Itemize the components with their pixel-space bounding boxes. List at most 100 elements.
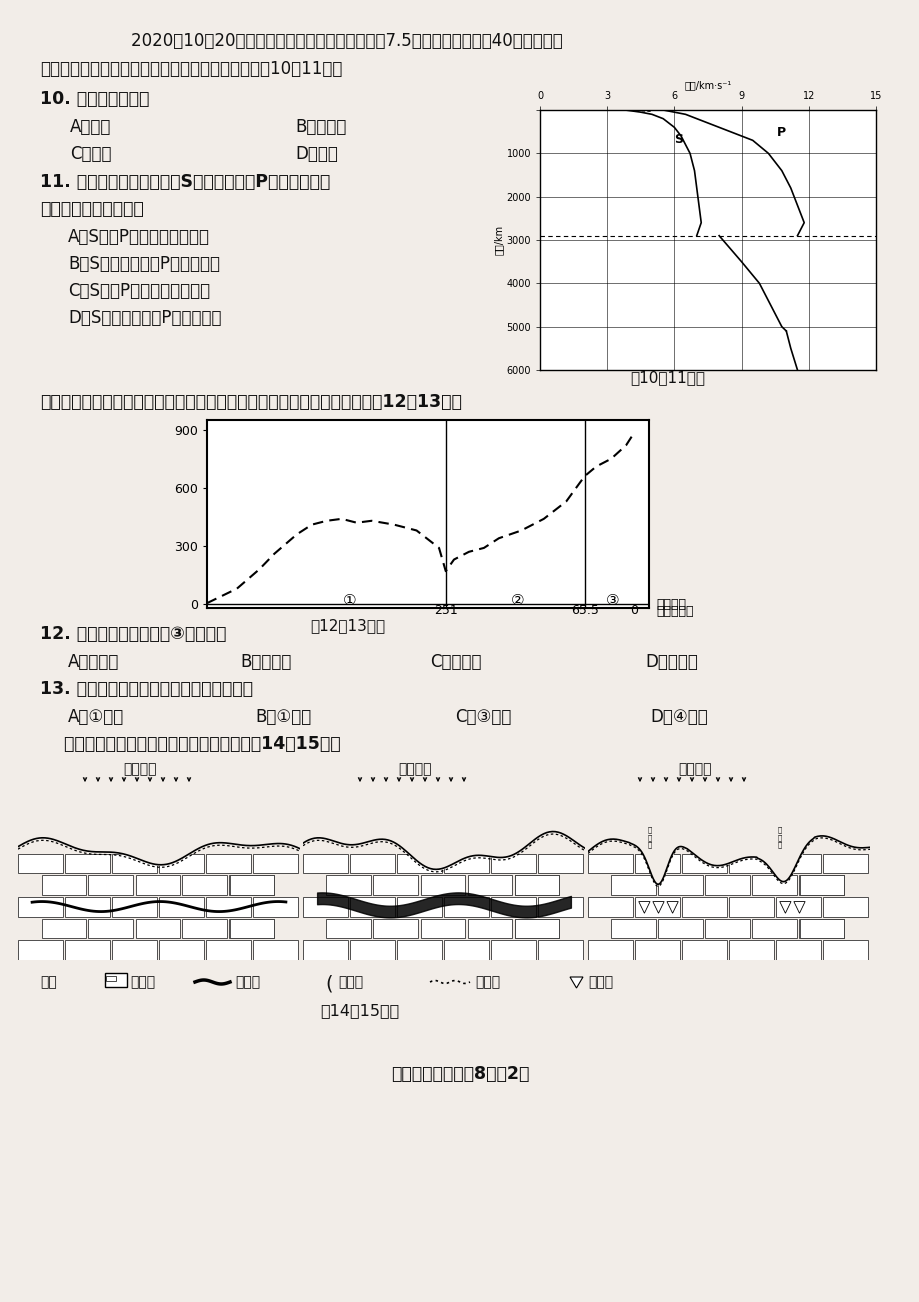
Bar: [112, 940, 156, 960]
Text: 10. 此次地震发生在: 10. 此次地震发生在: [40, 90, 149, 108]
Bar: [112, 854, 156, 874]
Bar: [349, 854, 394, 874]
Y-axis label: 深度/km: 深度/km: [494, 225, 503, 255]
Text: 下图为科学家统计的地质显生宙期间海生动物种类随时间变化曲线图。完成12、13题。: 下图为科学家统计的地质显生宙期间海生动物种类随时间变化曲线图。完成12、13题。: [40, 393, 461, 411]
Text: S: S: [674, 133, 683, 146]
Text: 大气降水: 大气降水: [677, 762, 711, 776]
Bar: [159, 940, 203, 960]
Bar: [206, 897, 250, 917]
Bar: [587, 940, 632, 960]
Text: C．S波、P波速度均明显下降: C．S波、P波速度均明显下降: [68, 283, 210, 299]
Bar: [206, 854, 250, 874]
Text: 第10、11题图: 第10、11题图: [630, 370, 704, 385]
Text: P: P: [777, 126, 786, 139]
Bar: [159, 897, 203, 917]
Text: 13. 地球历史上最大的生物灭绝事件发生在: 13. 地球历史上最大的生物灭绝事件发生在: [40, 680, 253, 698]
Bar: [681, 854, 726, 874]
Bar: [728, 854, 773, 874]
Text: 图例: 图例: [40, 975, 57, 990]
Bar: [491, 940, 535, 960]
Bar: [728, 940, 773, 960]
Bar: [752, 919, 796, 939]
Text: 下图为某地区深淤地景观形成示意图。完成14、15题。: 下图为某地区深淤地景观形成示意图。完成14、15题。: [40, 736, 340, 753]
Text: C．地幔: C．地幔: [70, 145, 111, 163]
Bar: [229, 919, 274, 939]
Text: 裂隙水: 裂隙水: [337, 975, 363, 990]
Bar: [491, 897, 535, 917]
X-axis label: 速度/km·s⁻¹: 速度/km·s⁻¹: [684, 81, 731, 90]
Bar: [658, 875, 702, 894]
Bar: [514, 875, 559, 894]
Text: B．软流层: B．软流层: [295, 118, 346, 135]
Text: 第12、13题图: 第12、13题图: [310, 618, 385, 633]
Bar: [229, 919, 274, 939]
Text: B．S波速度下降，P波速度上升: B．S波速度下降，P波速度上升: [68, 255, 220, 273]
Bar: [302, 897, 347, 917]
Bar: [106, 976, 116, 980]
Bar: [681, 897, 726, 917]
Bar: [229, 875, 274, 894]
Text: A．古生代: A．古生代: [68, 654, 119, 671]
Text: D．地核: D．地核: [295, 145, 337, 163]
Bar: [65, 940, 109, 960]
Bar: [420, 875, 465, 894]
Polygon shape: [652, 901, 664, 913]
Text: 石灰岩: 石灰岩: [130, 975, 155, 990]
Bar: [587, 897, 632, 917]
Bar: [65, 854, 109, 874]
Bar: [823, 854, 867, 874]
Text: 深
淀
地: 深 淀 地: [647, 827, 652, 848]
Text: 钟乳石: 钟乳石: [587, 975, 612, 990]
Bar: [658, 919, 702, 939]
Bar: [823, 940, 867, 960]
Text: 距今年龄: 距今年龄: [655, 598, 686, 611]
Text: 深
淀
地: 深 淀 地: [777, 827, 781, 848]
Bar: [41, 875, 86, 894]
Polygon shape: [638, 901, 650, 913]
Bar: [397, 897, 441, 917]
Bar: [397, 854, 441, 874]
Bar: [728, 897, 773, 917]
Bar: [514, 919, 559, 939]
Bar: [775, 854, 820, 874]
Bar: [705, 919, 749, 939]
Bar: [253, 940, 298, 960]
Polygon shape: [793, 901, 804, 913]
Bar: [373, 875, 418, 894]
Bar: [18, 897, 62, 917]
Bar: [397, 940, 441, 960]
Bar: [634, 940, 679, 960]
Text: 2020年10月20日，美国阿拉斯加州以南海域发生7.5级地震，震源深度40千米。右图: 2020年10月20日，美国阿拉斯加州以南海域发生7.5级地震，震源深度40千米…: [110, 33, 562, 49]
Bar: [467, 875, 512, 894]
Bar: [182, 875, 227, 894]
Polygon shape: [666, 901, 677, 913]
Bar: [681, 940, 726, 960]
Bar: [752, 875, 796, 894]
Bar: [799, 875, 844, 894]
Text: D．④末期: D．④末期: [650, 708, 707, 727]
Bar: [18, 854, 62, 874]
Bar: [206, 940, 250, 960]
Text: 面时，速度变化表现为: 面时，速度变化表现为: [40, 201, 143, 217]
Text: D．S波速度上升，P波速度下降: D．S波速度上升，P波速度下降: [68, 309, 221, 327]
Bar: [799, 919, 844, 939]
Polygon shape: [570, 976, 583, 988]
Bar: [302, 854, 347, 874]
Bar: [634, 854, 679, 874]
Bar: [611, 919, 655, 939]
Polygon shape: [779, 901, 790, 913]
Bar: [253, 897, 298, 917]
Text: C．新生代: C．新生代: [429, 654, 481, 671]
Text: ①: ①: [342, 592, 356, 608]
Text: 0: 0: [629, 604, 637, 617]
Text: D．近现代: D．近现代: [644, 654, 698, 671]
Bar: [514, 875, 559, 894]
Bar: [135, 919, 180, 939]
Text: 大气降水: 大气降水: [123, 762, 156, 776]
Bar: [182, 919, 227, 939]
Bar: [444, 897, 488, 917]
Bar: [514, 919, 559, 939]
Text: 11. 此次地震产生的横波（S波）和纵波（P波）经过莫霍: 11. 此次地震产生的横波（S波）和纵波（P波）经过莫霍: [40, 173, 330, 191]
Bar: [538, 897, 582, 917]
Bar: [349, 897, 394, 917]
